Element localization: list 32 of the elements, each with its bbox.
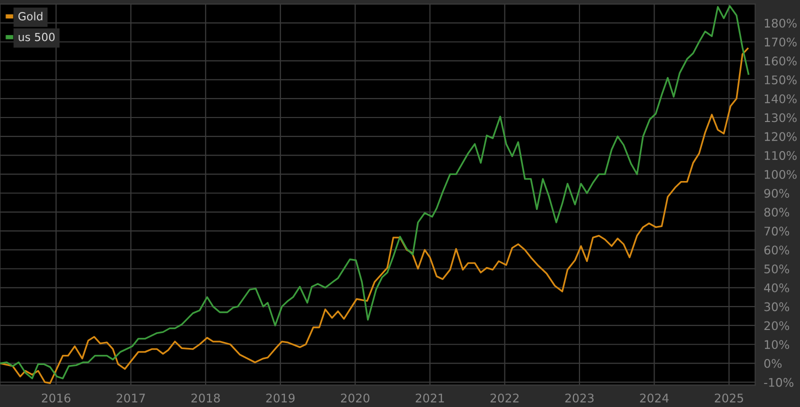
- x-tick-label: 2016: [42, 394, 70, 402]
- y-tick-label: 120%: [764, 132, 797, 142]
- y-tick-label: 50%: [764, 264, 790, 274]
- x-tick-label: 2020: [341, 394, 370, 402]
- y-tick-label: 140%: [764, 94, 797, 104]
- y-tick-label: 80%: [764, 208, 790, 217]
- y-tick-label: 180%: [764, 18, 797, 28]
- legend-label: us 500: [18, 32, 55, 42]
- y-tick-label: 0%: [764, 359, 782, 368]
- y-tick-label: 160%: [764, 56, 797, 66]
- y-tick-label: 70%: [764, 226, 790, 236]
- y-tick-label: 170%: [764, 38, 797, 47]
- y-tick-label: 30%: [764, 302, 790, 312]
- x-tick-label: 2019: [266, 394, 295, 402]
- x-tick-label: 2022: [490, 394, 519, 402]
- y-tick-label: -10%: [764, 378, 794, 387]
- y-tick-label: 60%: [764, 246, 790, 254]
- x-tick-label: 2024: [640, 394, 669, 402]
- y-tick-label: 150%: [764, 75, 797, 84]
- x-tick-label: 2025: [714, 394, 744, 402]
- y-tick-label: 20%: [764, 321, 790, 330]
- legend-label: Gold: [18, 12, 42, 20]
- y-tick-label: 100%: [764, 170, 797, 179]
- y-tick-label: 10%: [764, 340, 790, 350]
- x-tick-label: 2023: [565, 394, 594, 402]
- y-tick-label: 40%: [764, 283, 790, 292]
- x-tick-label: 2021: [416, 394, 444, 402]
- y-tick-label: 110%: [764, 151, 797, 160]
- y-tick-label: 90%: [764, 188, 790, 198]
- x-tick-label: 2018: [191, 394, 220, 402]
- y-tick-label: 130%: [764, 113, 797, 122]
- x-tick-label: 2017: [116, 394, 145, 402]
